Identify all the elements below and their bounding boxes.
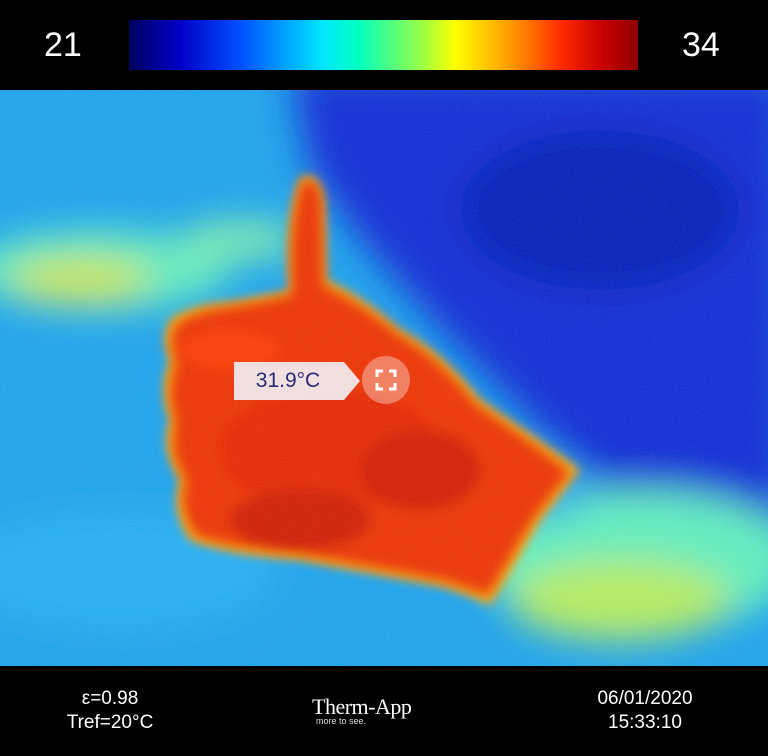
info-footer: ε=0.98 Tref=20°C Therm-App more to see. … <box>0 666 768 756</box>
capture-date: 06/01/2020 <box>597 688 693 709</box>
spot-temperature: 31.9°C <box>255 369 321 392</box>
spot-temperature-label: 31.9°C <box>234 362 362 400</box>
brand-name: Therm-App <box>312 694 412 719</box>
scale-min-value: 21 <box>44 26 82 64</box>
label-tag-shape <box>234 362 360 400</box>
reflected-temp-value: Tref=20°C <box>66 712 154 733</box>
capture-time: 15:33:10 <box>608 712 682 733</box>
scale-max-value: 34 <box>682 26 720 64</box>
brand-logo: Therm-App more to see. <box>312 694 442 726</box>
palette-gradient <box>129 20 638 70</box>
thermal-image <box>0 90 768 666</box>
emissivity-value: ε=0.98 <box>81 688 139 709</box>
spot-crosshair-icon[interactable] <box>361 355 411 405</box>
brand-tagline: more to see. <box>316 716 367 726</box>
color-scale-bar: 21 34 <box>0 0 768 90</box>
thermal-scene <box>0 90 768 666</box>
